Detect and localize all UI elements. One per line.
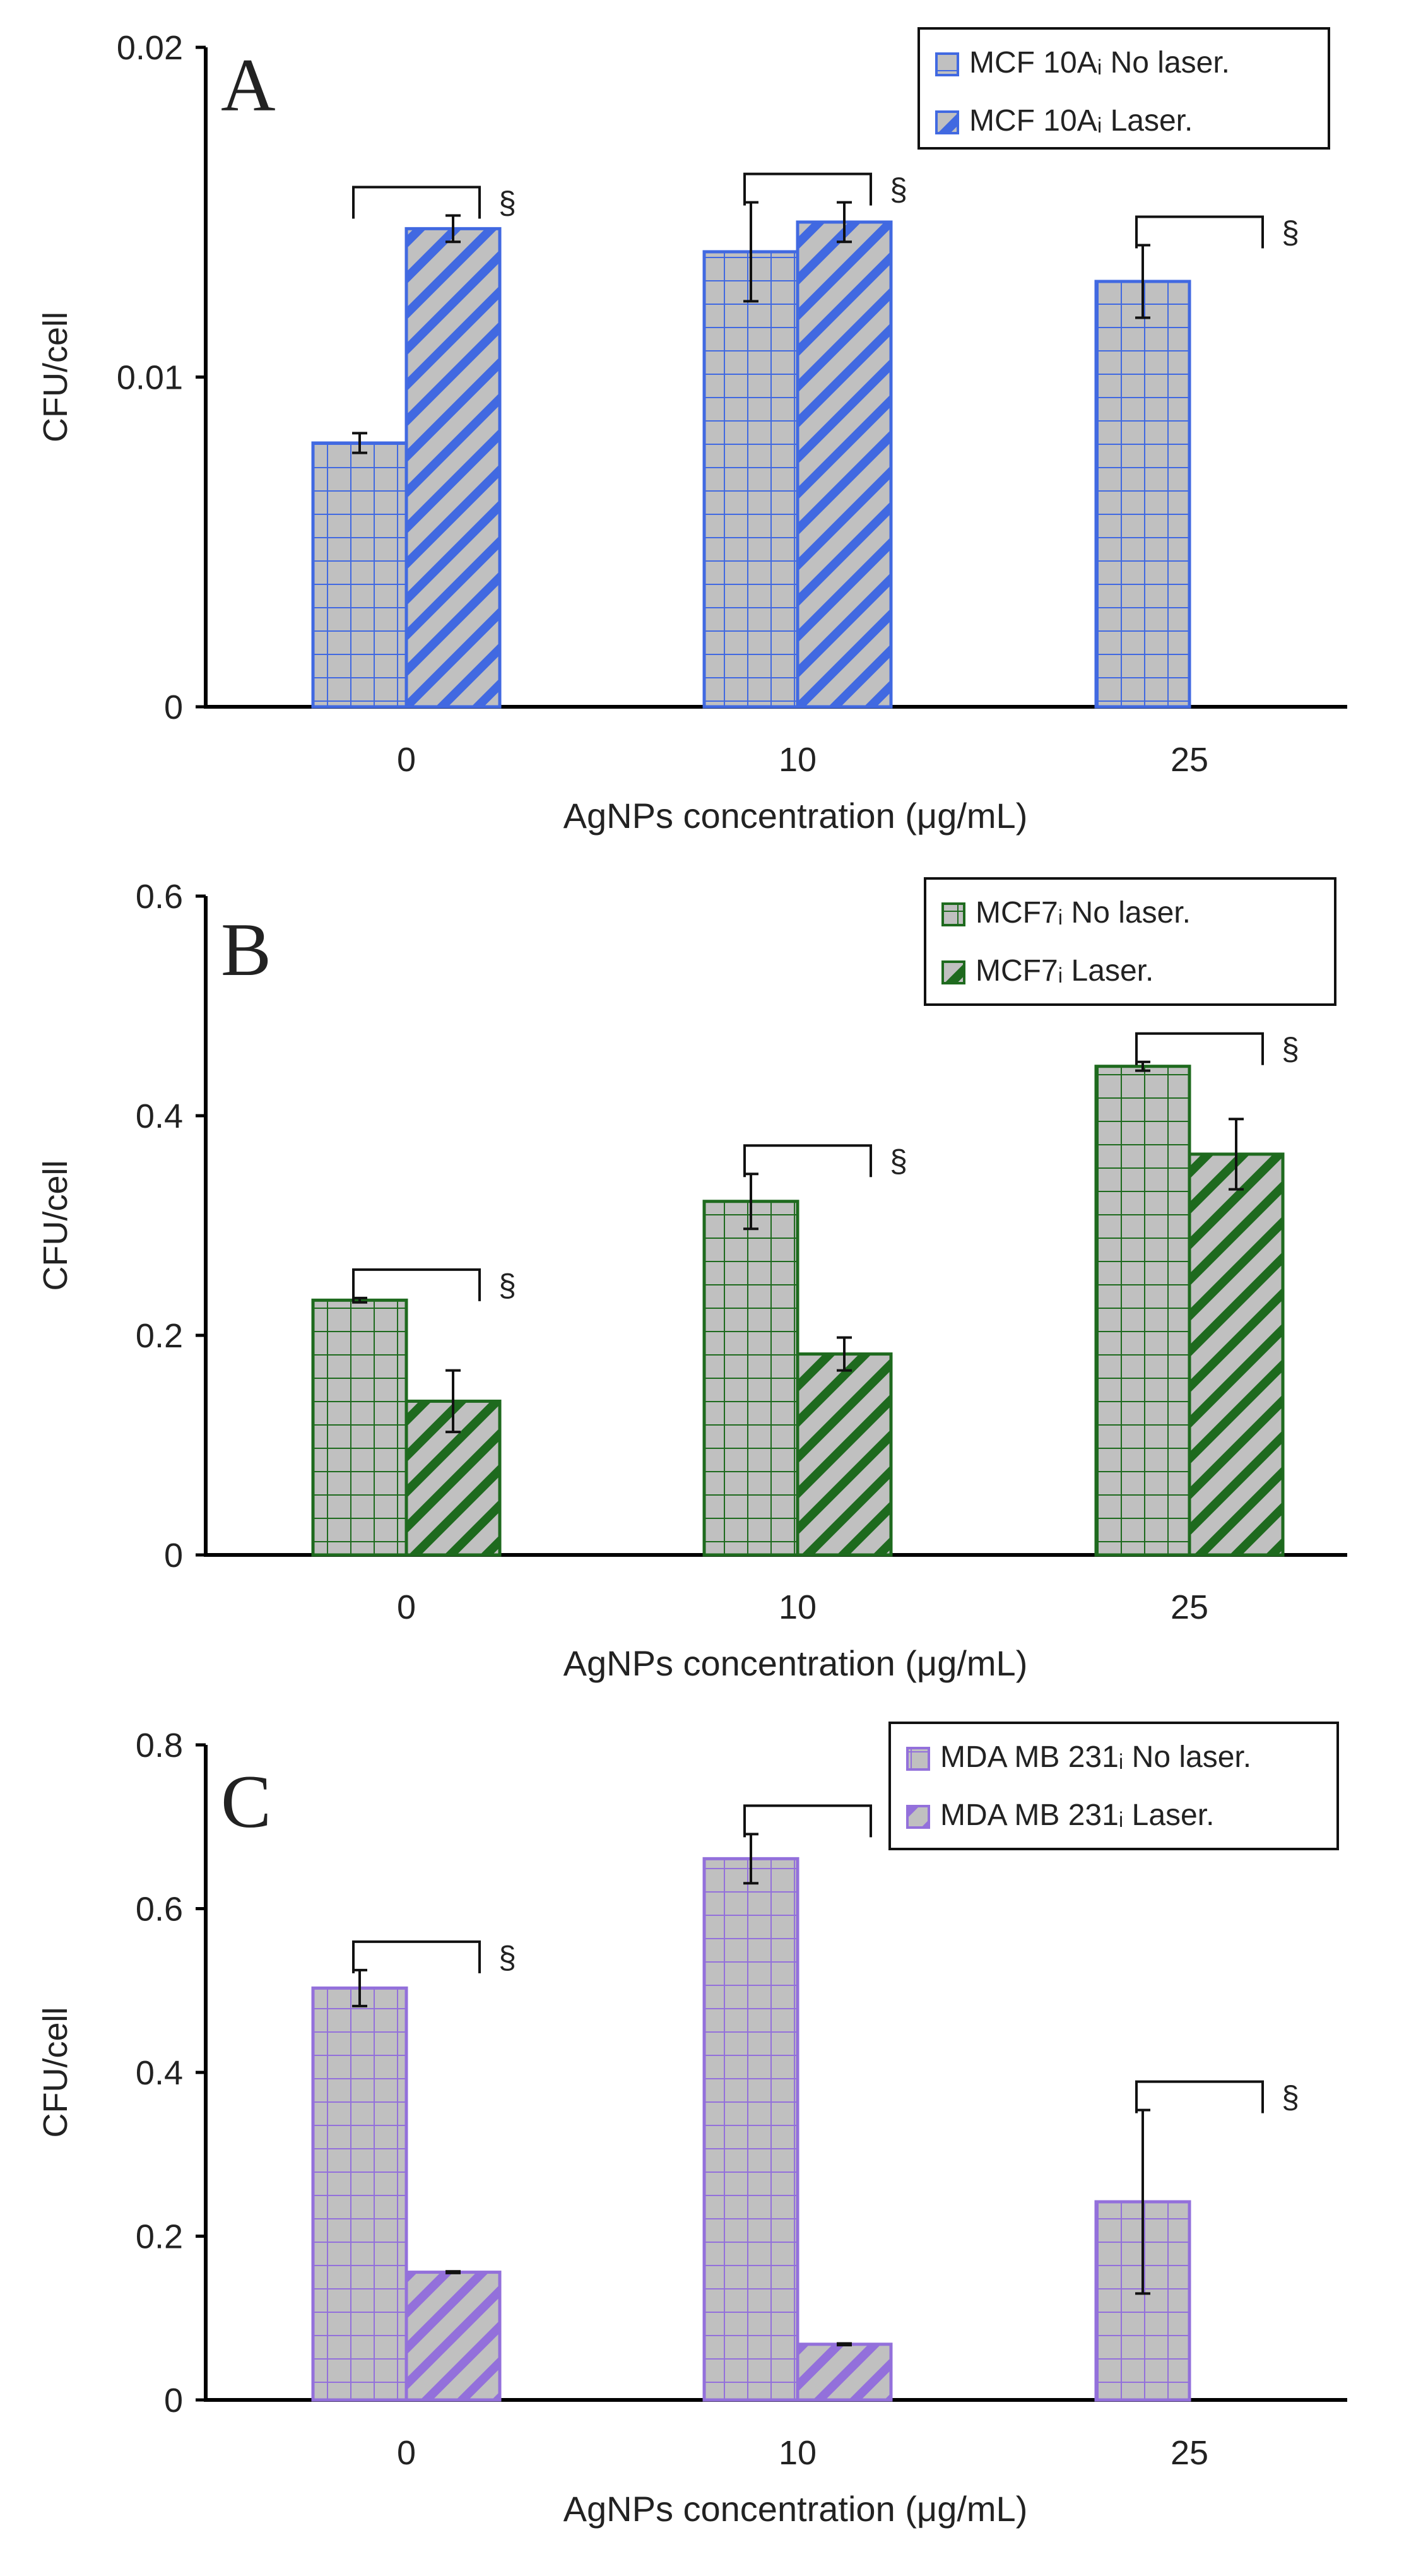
y-tick-label: 0 <box>164 1537 183 1575</box>
legend-swatch-no-laser <box>941 902 965 926</box>
y-tick-label: 0.4 <box>136 2054 183 2092</box>
significance-bracket <box>1135 215 1264 249</box>
legend-label: MCF7ᵢ No laser. <box>976 896 1191 930</box>
legend-label: MCF7ᵢ Laser. <box>976 954 1153 988</box>
bar-laser <box>796 220 893 709</box>
bar-laser <box>796 2343 893 2402</box>
significance-marker: § <box>890 1143 907 1179</box>
significance-marker: § <box>1282 215 1299 251</box>
panel-letter: A <box>221 43 276 127</box>
significance-marker: § <box>1282 1032 1299 1067</box>
legend: MCF 10Aᵢ No laser. MCF 10Aᵢ Laser. <box>917 27 1330 150</box>
significance-bracket <box>1135 1032 1264 1065</box>
legend-swatch-no-laser <box>906 1747 930 1771</box>
panel-letter: C <box>221 1759 271 1843</box>
significance-bracket <box>743 1804 872 1838</box>
significance-bracket <box>743 172 872 206</box>
bar-no-laser <box>1094 1065 1191 1557</box>
legend: MCF7ᵢ No laser. MCF7ᵢ Laser. <box>924 877 1336 1006</box>
legend-swatch-laser <box>906 1805 930 1829</box>
x-tick-label: 25 <box>1171 1588 1208 1626</box>
significance-marker: § <box>498 1940 516 1975</box>
bar-no-laser <box>702 1857 799 2402</box>
bar-laser <box>796 1352 893 1557</box>
y-tick-label: 0.2 <box>136 2218 183 2256</box>
y-axis-title: CFU/cell <box>37 1160 74 1291</box>
y-tick-label: 0.6 <box>136 878 183 916</box>
x-tick-label: 25 <box>1171 2434 1208 2472</box>
bar-laser <box>404 2271 502 2402</box>
legend-box <box>917 27 1330 150</box>
bar-no-laser <box>311 1986 408 2402</box>
significance-marker: § <box>1282 2080 1299 2115</box>
y-tick-label: 0 <box>164 2382 183 2419</box>
x-tick-label: 0 <box>397 1588 416 1626</box>
legend-label: MDA MB 231ᵢ Laser. <box>940 1799 1214 1832</box>
bar-no-laser <box>702 1200 799 1557</box>
x-tick-label: 0 <box>397 741 416 779</box>
y-tick-label: 0.2 <box>136 1317 183 1355</box>
x-tick-label: 0 <box>397 2434 416 2472</box>
x-tick-label: 10 <box>779 1588 817 1626</box>
legend-label: MCF 10Aᵢ No laser. <box>969 46 1230 80</box>
legend-label: MDA MB 231ᵢ No laser. <box>940 1740 1251 1774</box>
legend-swatch-no-laser <box>935 52 959 76</box>
significance-bracket <box>352 1940 481 1973</box>
significance-bracket <box>352 1268 481 1301</box>
bar-laser <box>404 227 502 709</box>
legend-box <box>888 1722 1339 1850</box>
x-tick-label: 25 <box>1171 741 1208 779</box>
x-tick-label: 10 <box>779 741 817 779</box>
panel-letter: B <box>221 907 271 991</box>
legend: MDA MB 231ᵢ No laser. MDA MB 231ᵢ Laser. <box>888 1722 1339 1850</box>
legend-swatch-laser <box>935 110 959 134</box>
y-tick-label: 0.6 <box>136 1891 183 1929</box>
bar-no-laser <box>1094 280 1191 709</box>
y-tick-label: 0.4 <box>136 1097 183 1135</box>
legend-box <box>924 877 1336 1006</box>
significance-marker: § <box>890 172 907 208</box>
y-axis-title: CFU/cell <box>37 312 74 442</box>
bar-no-laser <box>311 1298 408 1557</box>
bar-laser <box>1188 1152 1285 1557</box>
significance-marker: § <box>498 1268 516 1303</box>
chart-panel-b: 0 0.2 0.4 0.6 CFU/cell 0 10 25 AgNPs concentrati… <box>37 877 1347 1683</box>
x-axis-title: AgNPs concentration (μg/mL) <box>563 1643 1028 1683</box>
y-tick-label: 0.02 <box>117 29 183 67</box>
y-tick-label: 0.01 <box>117 359 183 397</box>
y-tick-label: 0 <box>164 688 183 726</box>
y-axis-title: CFU/cell <box>37 2007 74 2137</box>
significance-bracket <box>352 186 481 219</box>
significance-bracket <box>743 1144 872 1178</box>
bar-no-laser <box>311 441 408 709</box>
chart-panel-a: 0 0.01 0.02 CFU/cell 0 10 25 AgNPs concentratio… <box>37 27 1347 836</box>
significance-marker: § <box>498 185 516 220</box>
legend-label: MCF 10Aᵢ Laser. <box>969 104 1193 138</box>
significance-bracket <box>1135 2080 1264 2113</box>
legend-swatch-laser <box>941 960 965 984</box>
x-axis-title: AgNPs concentration (μg/mL) <box>563 2489 1028 2529</box>
bar-no-laser <box>702 250 799 709</box>
y-tick-label: 0.8 <box>136 1727 183 1764</box>
chart-panel-c: 0 0.2 0.4 0.6 0.8 CFU/cell 0 10 25 AgNPs concentr… <box>37 1722 1347 2529</box>
x-tick-label: 10 <box>779 2434 817 2472</box>
x-axis-title: AgNPs concentration (μg/mL) <box>563 796 1028 836</box>
